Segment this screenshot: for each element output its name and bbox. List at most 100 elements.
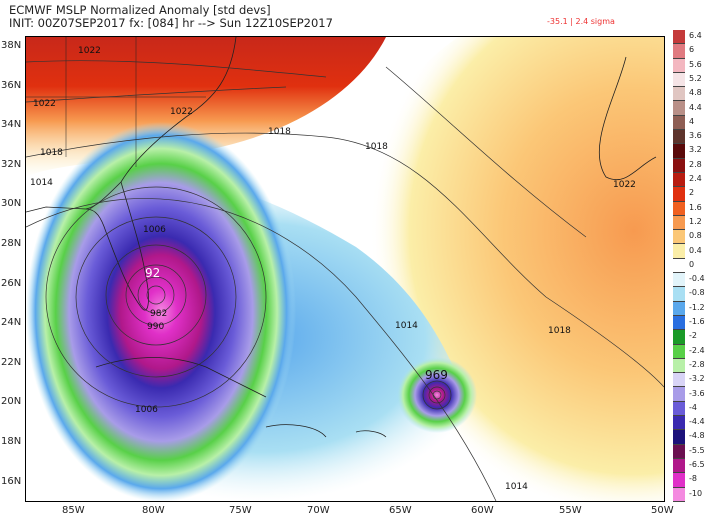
colorbar-label: 5.6 xyxy=(689,59,702,69)
longitude-label: 70W xyxy=(307,505,330,516)
anomaly-map xyxy=(25,36,665,502)
colorbar-label: 2 xyxy=(689,188,695,198)
colorbar-label: -5.5 xyxy=(689,445,705,455)
colorbar-label: 6.4 xyxy=(689,31,702,40)
isobar-label: 1006 xyxy=(143,225,166,235)
colorbar-label: 4.4 xyxy=(689,102,702,112)
colorbar-cell xyxy=(673,230,685,245)
latitude-label: 20N xyxy=(1,396,22,408)
colorbar-cell xyxy=(673,115,685,131)
isobar-label: 1014 xyxy=(395,321,418,331)
colorbar-label: -2 xyxy=(689,331,697,341)
latitude-label: 22N xyxy=(1,356,22,368)
colorbar-cell xyxy=(673,344,685,359)
colorbar xyxy=(673,30,685,502)
latitude-label: 28N xyxy=(1,238,22,249)
colorbar-cell xyxy=(673,187,685,202)
irma-pressure-label: 92 xyxy=(145,266,161,280)
colorbar-label: -2.4 xyxy=(689,345,705,355)
colorbar-cell xyxy=(673,416,685,431)
colorbar-label: 0.4 xyxy=(689,245,702,255)
isobar-label: 1022 xyxy=(613,180,636,190)
isobar-label: 982 xyxy=(150,309,168,319)
colorbar-label: 1.2 xyxy=(689,216,702,226)
latitude-label: 38N xyxy=(1,40,22,51)
colorbar-label: 6 xyxy=(689,45,695,55)
colorbar-cell xyxy=(673,444,685,459)
colorbar-cell xyxy=(673,101,685,116)
longitude-label: 75W xyxy=(229,505,252,516)
longitude-label: 85W xyxy=(62,505,85,516)
colorbar-label: -0.8 xyxy=(689,288,705,298)
colorbar-label: -3.6 xyxy=(689,388,705,398)
latitude-label: 36N xyxy=(1,79,22,91)
colorbar-cell xyxy=(673,58,685,73)
colorbar-cell xyxy=(673,72,685,88)
isobar-label: 1018 xyxy=(268,127,291,137)
colorbar-label: 3.6 xyxy=(689,131,702,141)
colorbar-label: 1.6 xyxy=(689,202,702,212)
isobar-label: 1022 xyxy=(170,107,193,117)
colorbar-label: -10 xyxy=(689,488,703,498)
colorbar-label: -2.8 xyxy=(689,359,705,369)
colorbar-label: -3.2 xyxy=(689,374,705,384)
colorbar-cell xyxy=(673,273,685,288)
colorbar-label: 0.8 xyxy=(689,231,702,241)
hurricane-irma-anomaly xyxy=(26,122,296,501)
longitude-label: 55W xyxy=(559,505,582,516)
colorbar-label: -0.4 xyxy=(689,274,705,284)
colorbar-cell xyxy=(673,215,685,231)
colorbar-cell xyxy=(673,330,685,345)
isobars xyxy=(26,60,664,501)
colorbar-label: 4.8 xyxy=(689,88,702,98)
colorbar-label: 2.4 xyxy=(689,174,702,183)
colorbar-label: 5.2 xyxy=(689,73,702,83)
colorbar-cell xyxy=(673,287,685,302)
isobar-label: 1014 xyxy=(505,482,528,492)
isobar-label: 1022 xyxy=(78,46,101,56)
colorbar-label: -1.2 xyxy=(689,302,705,312)
latitude-label: 32N xyxy=(1,158,22,170)
colorbar-cell xyxy=(673,315,685,331)
colorbar-cell xyxy=(673,30,685,45)
colorbar-cell xyxy=(673,301,685,316)
longitude-label: 60W xyxy=(471,505,494,516)
colorbar-label: 0 xyxy=(689,259,695,269)
colorbar-cell xyxy=(673,401,685,417)
colorbar-label: 3.2 xyxy=(689,145,702,155)
colorbar-cell xyxy=(673,358,685,374)
colorbar-cell xyxy=(673,387,685,402)
colorbar-label: 2.8 xyxy=(689,159,702,169)
jose-pressure-label: 969 xyxy=(425,368,448,382)
isobar-label: 1006 xyxy=(135,405,158,415)
colorbar-cell xyxy=(673,487,685,502)
colorbar-cell xyxy=(673,158,685,173)
longitude-label: 80W xyxy=(142,505,165,516)
longitude-label: 50W xyxy=(651,505,674,516)
colorbar-cell xyxy=(673,144,685,159)
colorbar-label: -8 xyxy=(689,474,697,484)
colorbar-cell xyxy=(673,87,685,102)
hurricane-jose-anomaly xyxy=(397,357,477,433)
colorbar-cell xyxy=(673,473,685,488)
colorbar-label: 4 xyxy=(689,116,695,126)
longitude-label: 65W xyxy=(389,505,412,516)
colorbar-cell xyxy=(673,244,685,259)
isobar-label: 1022 xyxy=(33,99,56,109)
colorbar-cell xyxy=(673,44,685,59)
latitude-label: 26N xyxy=(1,277,22,289)
init-line: INIT: 00Z07SEP2017 fx: [084] hr --> Sun … xyxy=(9,16,333,30)
colorbar-label: -4.8 xyxy=(689,431,705,441)
sigma-readout: -35.1 | 2.4 sigma xyxy=(547,17,615,26)
latitude-label: 18N xyxy=(1,436,22,447)
latitude-label: 16N xyxy=(1,475,22,487)
colorbar-cell xyxy=(673,373,685,388)
colorbar-label: -6.5 xyxy=(689,460,705,469)
colorbar-label: -4 xyxy=(689,402,697,412)
colorbar-cell xyxy=(673,430,685,445)
colorbar-cell xyxy=(673,172,685,188)
colorbar-cell xyxy=(673,201,685,216)
latitude-label: 30N xyxy=(1,198,22,210)
colorbar-cell xyxy=(673,258,685,274)
